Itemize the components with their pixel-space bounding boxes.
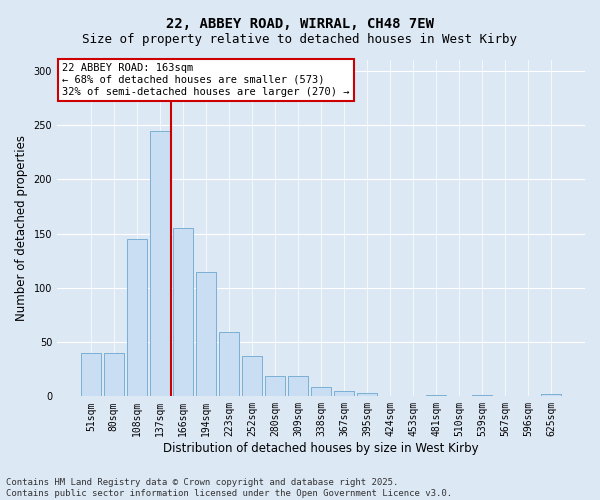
- Text: Size of property relative to detached houses in West Kirby: Size of property relative to detached ho…: [83, 32, 517, 46]
- Bar: [472, 395, 492, 396]
- Bar: [242, 356, 262, 397]
- Y-axis label: Number of detached properties: Number of detached properties: [15, 135, 28, 321]
- Text: 22, ABBEY ROAD, WIRRAL, CH48 7EW: 22, ABBEY ROAD, WIRRAL, CH48 7EW: [166, 18, 434, 32]
- Bar: [357, 393, 377, 396]
- Bar: [150, 130, 170, 396]
- Bar: [427, 395, 446, 396]
- Bar: [219, 332, 239, 396]
- Bar: [173, 228, 193, 396]
- Text: Contains HM Land Registry data © Crown copyright and database right 2025.
Contai: Contains HM Land Registry data © Crown c…: [6, 478, 452, 498]
- X-axis label: Distribution of detached houses by size in West Kirby: Distribution of detached houses by size …: [163, 442, 479, 455]
- Bar: [196, 272, 216, 396]
- Bar: [288, 376, 308, 396]
- Bar: [265, 376, 285, 396]
- Bar: [541, 394, 561, 396]
- Text: 22 ABBEY ROAD: 163sqm
← 68% of detached houses are smaller (573)
32% of semi-det: 22 ABBEY ROAD: 163sqm ← 68% of detached …: [62, 64, 350, 96]
- Bar: [81, 353, 101, 397]
- Bar: [311, 386, 331, 396]
- Bar: [104, 353, 124, 397]
- Bar: [334, 391, 354, 396]
- Bar: [127, 239, 146, 396]
